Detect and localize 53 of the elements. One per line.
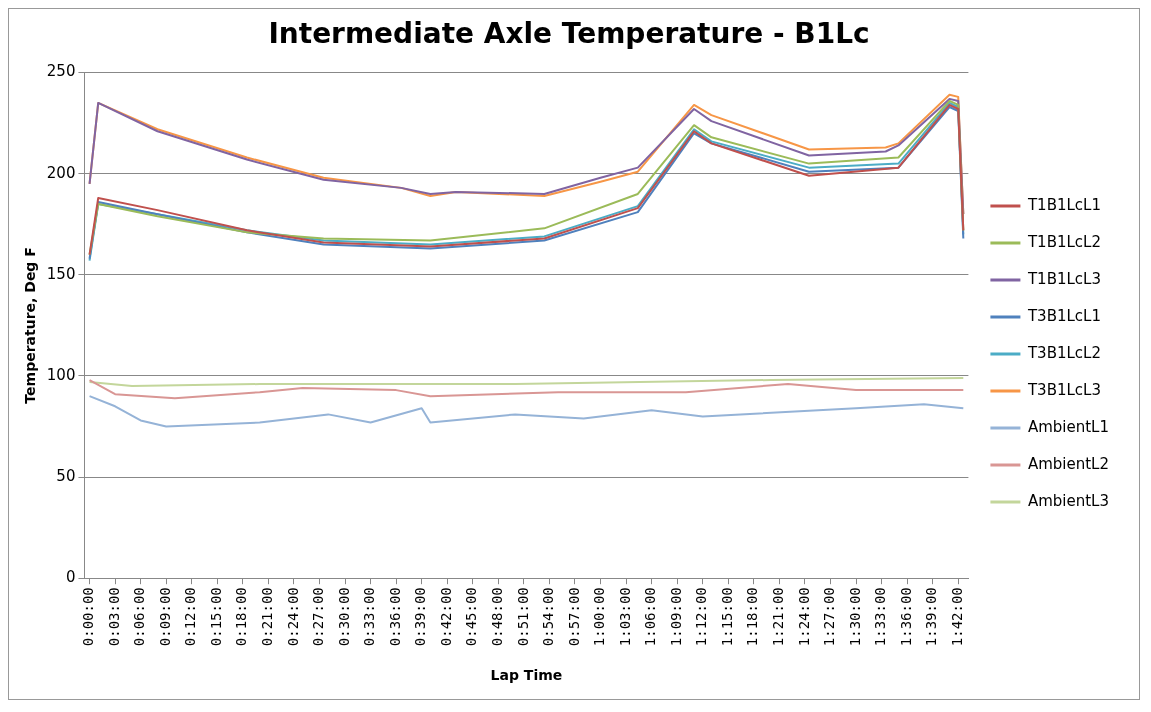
x-tick-label: 0:21:00	[259, 587, 276, 647]
x-tick-label: 0:48:00	[488, 587, 505, 647]
x-tick-label: 0:30:00	[335, 587, 352, 647]
x-tick-label: 1:24:00	[795, 587, 812, 647]
y-tick-label: 250	[46, 62, 76, 81]
y-tick-label: 0	[65, 568, 76, 587]
x-tick-label: 1:18:00	[744, 587, 761, 647]
x-tick-label: 1:15:00	[718, 587, 735, 647]
legend-label: AmbientL2	[1027, 454, 1110, 473]
x-axis-title: Lap Time	[490, 667, 563, 684]
legend-label: T1B1LcL2	[1026, 232, 1101, 251]
legend-label: T1B1LcL1	[1026, 195, 1101, 214]
x-tick-label: 1:30:00	[846, 587, 863, 647]
x-tick-label: 1:09:00	[667, 587, 684, 647]
x-tick-label: 1:00:00	[591, 587, 608, 647]
chart-title: Intermediate Axle Temperature - B1Lc	[268, 17, 870, 51]
x-tick-label: 0:42:00	[437, 587, 454, 647]
x-tick-label: 0:54:00	[540, 587, 557, 647]
x-tick-label: 1:42:00	[948, 587, 965, 647]
x-tick-label: 0:24:00	[284, 587, 301, 647]
y-tick-label: 50	[56, 466, 76, 485]
x-tick-label: 1:21:00	[770, 587, 786, 647]
x-tick-label: 1:39:00	[923, 587, 940, 647]
x-tick-label: 0:03:00	[105, 587, 122, 647]
x-tick-label: 1:36:00	[897, 587, 914, 647]
y-tick-label: 150	[46, 264, 76, 283]
x-tick-label: 0:45:00	[463, 587, 480, 647]
x-tick-label: 0:00:00	[80, 587, 97, 647]
x-tick-label: 0:36:00	[386, 587, 403, 647]
legend-label: AmbientL1	[1027, 417, 1110, 436]
x-tick-label: 1:12:00	[693, 587, 710, 647]
y-axis-title: Temperature, Deg F	[22, 247, 39, 404]
x-tick-label: 1:33:00	[872, 587, 889, 647]
x-tick-label: 0:57:00	[565, 587, 582, 647]
x-tick-label: 0:51:00	[514, 587, 531, 647]
x-tick-label: 0:39:00	[412, 587, 429, 647]
x-tick-label: 1:27:00	[821, 587, 838, 647]
legend-label: AmbientL3	[1027, 491, 1110, 510]
x-tick-label: 0:15:00	[207, 587, 224, 647]
x-tick-label: 0:27:00	[310, 587, 327, 647]
x-tick-label: 0:33:00	[361, 587, 378, 647]
x-tick-label: 1:03:00	[616, 587, 633, 647]
y-tick-label: 100	[46, 365, 76, 384]
legend-label: T3B1LcL3	[1026, 380, 1101, 399]
legend-label: T3B1LcL2	[1026, 343, 1101, 362]
x-tick-label: 0:12:00	[182, 587, 199, 647]
y-tick-label: 200	[46, 163, 76, 182]
x-tick-label: 0:09:00	[156, 587, 173, 647]
legend-label: T3B1LcL1	[1026, 306, 1101, 325]
x-tick-label: 0:06:00	[131, 587, 148, 647]
x-tick-label: 0:18:00	[233, 587, 250, 647]
legend-label: T1B1LcL3	[1026, 269, 1101, 288]
x-tick-label: 1:06:00	[642, 587, 659, 647]
